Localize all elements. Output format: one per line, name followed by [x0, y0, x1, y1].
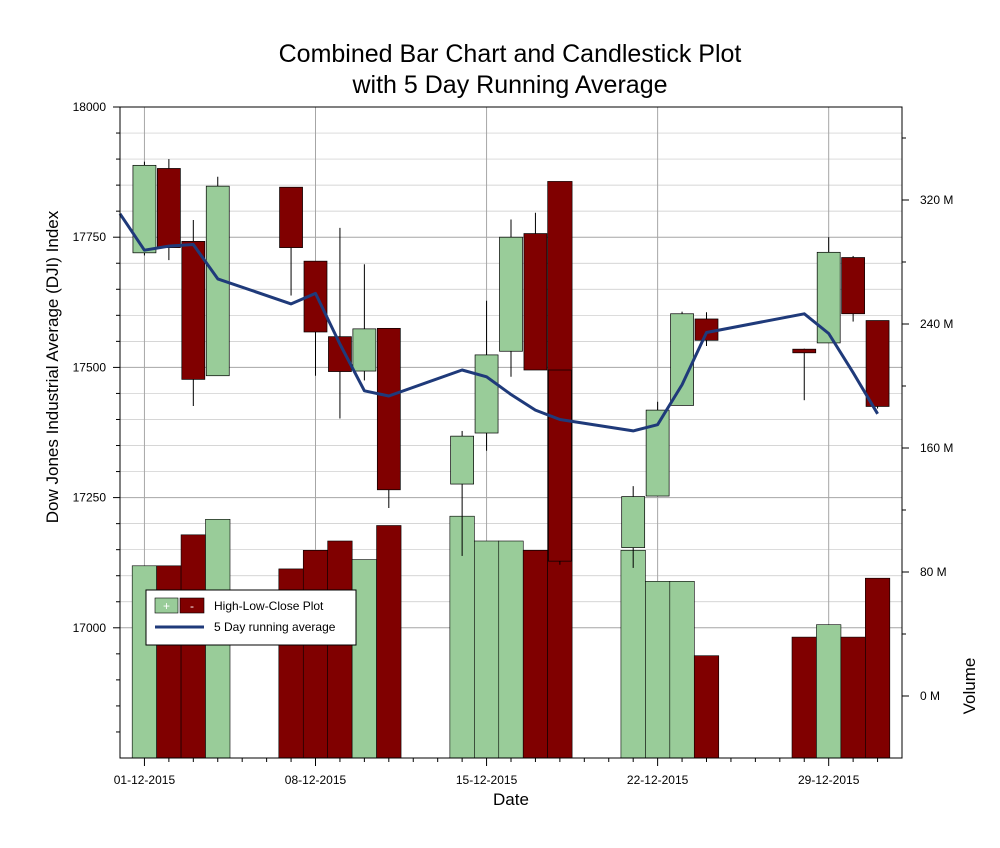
- y-tick-label: 17000: [73, 621, 107, 635]
- volume-bar: [840, 636, 866, 759]
- candle-body: [181, 241, 206, 380]
- candle-body: [792, 348, 817, 354]
- legend-up-swatch: [154, 597, 179, 614]
- x-tick-label: 22-12-2015: [627, 773, 689, 787]
- volume-tick-label: 80 M: [920, 565, 947, 579]
- candle-body: [157, 168, 181, 248]
- candle-body: [816, 251, 841, 344]
- candle-body: [474, 354, 499, 434]
- y-tick-label: 18000: [73, 100, 107, 114]
- volume-bar: [351, 559, 377, 759]
- candle-body: [645, 409, 670, 497]
- candle-body: [205, 185, 230, 377]
- volume-axis-label: Volume: [960, 658, 979, 715]
- y-tick-label: 17250: [73, 491, 107, 505]
- x-tick-label: 01-12-2015: [114, 773, 176, 787]
- x-axis: 01-12-2015 08-12-2015 15-12-2015 22-12-2015…: [114, 758, 879, 787]
- volume-bar: [669, 580, 695, 759]
- candlesticks: [132, 159, 890, 568]
- volume-bar: [327, 540, 353, 759]
- volume-bars: [131, 181, 891, 759]
- candle-body: [352, 328, 377, 372]
- running-average-line: [118, 212, 879, 433]
- volume-tick-label: 160 M: [920, 441, 953, 455]
- volume-bar: [865, 577, 891, 759]
- y-axis-label: Dow Jones Industrial Average (DJI) Index: [43, 210, 62, 523]
- chart-title-line-2: with 5 Day Running Average: [351, 71, 667, 99]
- volume-bar: [693, 655, 720, 759]
- legend-label-average: 5 Day running average: [214, 620, 336, 634]
- legend-down-symbol: -: [190, 599, 194, 613]
- y-tick-label: 17500: [73, 360, 107, 374]
- volume-tick-label: 320 M: [920, 193, 953, 207]
- candle-body: [865, 320, 890, 407]
- volume-tick-label: 0 M: [920, 689, 940, 703]
- candle-body: [376, 327, 401, 491]
- y-tick-label: 17750: [73, 230, 107, 244]
- candle-body: [132, 164, 157, 254]
- volume-bar: [791, 636, 817, 759]
- volume-bar: [645, 580, 671, 759]
- volume-bar: [498, 540, 524, 759]
- volume-bar: [522, 549, 548, 759]
- chart-title-line-1: Combined Bar Chart and Candlestick Plot: [279, 40, 742, 68]
- volume-bar: [816, 624, 842, 759]
- candle-body: [279, 186, 303, 248]
- volume-bar: [376, 525, 402, 759]
- x-tick-label: 29-12-2015: [798, 773, 860, 787]
- volume-axis: 0 M 80 M 160 M 240 M 320 M: [902, 137, 953, 703]
- candle-body: [499, 236, 523, 352]
- candle-body: [841, 257, 865, 315]
- x-tick-label: 08-12-2015: [285, 773, 347, 787]
- candle-body: [328, 336, 352, 372]
- candle-body: [621, 496, 646, 548]
- x-axis-label: Date: [493, 790, 529, 809]
- x-tick-label: 15-12-2015: [456, 773, 518, 787]
- volume-bar: [302, 549, 329, 759]
- legend-down-swatch: [179, 597, 205, 614]
- legend: + - High-Low-Close Plot 5 Day running av…: [145, 589, 357, 646]
- legend-label-candles: High-Low-Close Plot: [214, 599, 324, 613]
- volume-tick-label: 240 M: [920, 317, 953, 331]
- y-axis: 18000 17750 17500 17250 17000: [73, 100, 120, 733]
- candle-body: [548, 369, 572, 562]
- volume-bar: [474, 540, 500, 759]
- volume-bar: [180, 534, 206, 759]
- running-average: [118, 212, 879, 433]
- candle-body: [670, 313, 694, 406]
- volume-bar: [620, 549, 646, 759]
- candle-body: [523, 233, 548, 371]
- legend-up-symbol: +: [163, 599, 170, 613]
- candle-body: [450, 435, 474, 485]
